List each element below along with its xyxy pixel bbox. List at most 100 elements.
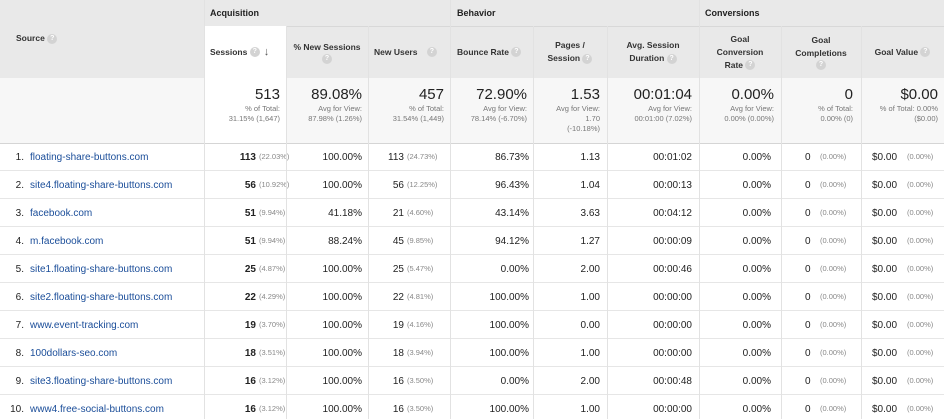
goal-completions-value: 0 <box>805 180 811 191</box>
total-goal-conv-value: 0.00% <box>731 86 774 103</box>
source-link[interactable]: www4.free-social-buttons.com <box>30 404 164 415</box>
col-bounce-rate[interactable]: Bounce Rate ? <box>451 26 533 78</box>
goal-completions-percent: (0.00%) <box>820 264 847 273</box>
column-divider <box>607 26 608 419</box>
col-avg-session-label: Avg. Session <box>626 40 680 50</box>
pages-session-value: 2.00 <box>580 376 600 387</box>
source-header[interactable]: Source ? <box>16 33 58 44</box>
col-avg-session-duration[interactable]: Avg. Session Duration ? <box>607 26 699 78</box>
col-goal-comp-label: Goal <box>811 35 831 45</box>
total-new-users: 457 % of Total: 31.54% (1,449) <box>372 86 444 124</box>
totals-divider <box>0 143 944 144</box>
bounce-rate-value: 100.00% <box>489 348 529 359</box>
bounce-rate-value: 100.00% <box>489 320 529 331</box>
goal-conversion-value: 0.00% <box>742 208 771 219</box>
sessions-value: 16 <box>244 376 256 387</box>
source-link[interactable]: www.event-tracking.com <box>30 320 139 331</box>
row-number: 1. <box>15 152 24 163</box>
sessions-value: 16 <box>244 404 256 415</box>
goal-value-value: $0.00 <box>872 348 898 359</box>
help-icon[interactable]: ? <box>920 47 931 57</box>
help-icon[interactable]: ? <box>47 33 58 44</box>
table-row: 2. site4.floating-share-buttons.com 56 (10.… <box>0 171 944 199</box>
sessions-value: 18 <box>244 348 256 359</box>
help-icon[interactable]: ? <box>582 53 593 64</box>
col-goal-conv-label-2: Conversion <box>716 46 764 57</box>
help-icon[interactable]: ? <box>816 60 826 70</box>
source-link[interactable]: m.facebook.com <box>30 236 104 247</box>
goal-value-percent: (0.00%) <box>907 348 934 357</box>
table-row: 9. site3.floating-share-buttons.com 16 (3.1… <box>0 367 944 395</box>
table-row: 5. site1.floating-share-buttons.com 25 (4.8… <box>0 255 944 283</box>
totals-sessions-bg <box>204 78 286 143</box>
total-goal-value-value: $0.00 <box>900 86 938 103</box>
col-goal-conversion-rate[interactable]: Goal Conversion Rate ? <box>699 26 781 78</box>
row-number: 4. <box>15 236 24 247</box>
help-icon[interactable]: ? <box>249 47 260 57</box>
help-icon[interactable]: ? <box>666 53 677 64</box>
help-icon[interactable]: ? <box>322 53 332 64</box>
total-avg-duration-value: 00:01:04 <box>633 86 692 103</box>
new-sessions-value: 100.00% <box>322 264 362 275</box>
goal-value-value: $0.00 <box>872 292 898 303</box>
col-pages-session[interactable]: Pages / Session ? <box>533 26 607 78</box>
help-icon[interactable]: ? <box>426 47 437 57</box>
new-users-value: 22 <box>392 292 404 303</box>
total-bounce-rate-value: 72.90% <box>476 86 527 103</box>
total-goal-completions: 0 % of Total: 0.00% (0) <box>786 86 853 124</box>
sort-down-icon[interactable]: ↓ <box>263 45 270 58</box>
col-new-users[interactable]: New Users ? <box>368 26 449 78</box>
column-divider <box>533 26 534 419</box>
new-users-percent: (9.85%) <box>407 236 434 245</box>
new-users-percent: (3.94%) <box>407 348 434 357</box>
sessions-value: 56 <box>244 180 256 191</box>
source-link[interactable]: 100dollars-seo.com <box>30 348 118 359</box>
help-icon[interactable]: ? <box>745 60 756 71</box>
sessions-percent: (3.12%) <box>259 404 286 413</box>
source-link[interactable]: site2.floating-share-buttons.com <box>30 292 173 303</box>
source-link[interactable]: site3.floating-share-buttons.com <box>30 376 173 387</box>
goal-value-value: $0.00 <box>872 208 898 219</box>
total-pages-session-change: (-10.18%) <box>567 124 600 133</box>
bounce-rate-value: 0.00% <box>500 376 529 387</box>
source-link[interactable]: site1.floating-share-buttons.com <box>30 264 173 275</box>
new-users-value: 25 <box>392 264 404 275</box>
new-users-percent: (4.60%) <box>407 208 434 217</box>
col-new-sessions[interactable]: % New Sessions ? <box>286 26 368 78</box>
col-goal-value[interactable]: Goal Value ? <box>861 26 944 78</box>
help-icon[interactable]: ? <box>511 47 522 57</box>
source-link[interactable]: floating-share-buttons.com <box>30 152 149 163</box>
totals-source-bg <box>0 78 204 143</box>
goal-completions-percent: (0.00%) <box>820 208 847 217</box>
col-new-sessions-label: % New Sessions <box>293 41 361 52</box>
col-sessions[interactable]: Sessions ? ↓ <box>204 26 286 78</box>
goal-conversion-value: 0.00% <box>742 404 771 415</box>
total-pages-session: 1.53 Avg for View: 1.70 (-10.18%) <box>536 86 600 134</box>
goal-conversion-value: 0.00% <box>742 152 771 163</box>
avg-duration-value: 00:01:02 <box>653 152 692 163</box>
col-goal-completions[interactable]: Goal Completions ? <box>781 26 861 78</box>
new-users-percent: (5.47%) <box>407 264 434 273</box>
col-bounce-rate-label: Bounce Rate <box>457 46 509 57</box>
goal-value-percent: (0.00%) <box>907 264 934 273</box>
source-link[interactable]: site4.floating-share-buttons.com <box>30 180 173 191</box>
total-pages-session-label: Avg for View: <box>556 104 600 113</box>
source-link[interactable]: facebook.com <box>30 208 93 219</box>
pages-session-value: 1.00 <box>580 292 600 303</box>
total-new-sessions-label: Avg for View: <box>318 104 362 113</box>
table-row: 7. www.event-tracking.com 19 (3.70%) 100.00%… <box>0 311 944 339</box>
goal-completions-percent: (0.00%) <box>820 348 847 357</box>
row-number: 7. <box>15 320 24 331</box>
new-sessions-value: 41.18% <box>328 208 362 219</box>
goal-value-value: $0.00 <box>872 376 898 387</box>
goal-conversion-value: 0.00% <box>742 348 771 359</box>
goal-value-percent: (0.00%) <box>907 376 934 385</box>
sessions-value: 51 <box>244 236 256 247</box>
goal-value-value: $0.00 <box>872 320 898 331</box>
goal-completions-value: 0 <box>805 236 811 247</box>
goal-conversion-value: 0.00% <box>742 264 771 275</box>
column-header-row: Sessions ? ↓ % New Sessions ? New Users ?… <box>0 26 944 78</box>
bounce-rate-value: 43.14% <box>495 208 529 219</box>
new-sessions-value: 100.00% <box>322 292 362 303</box>
